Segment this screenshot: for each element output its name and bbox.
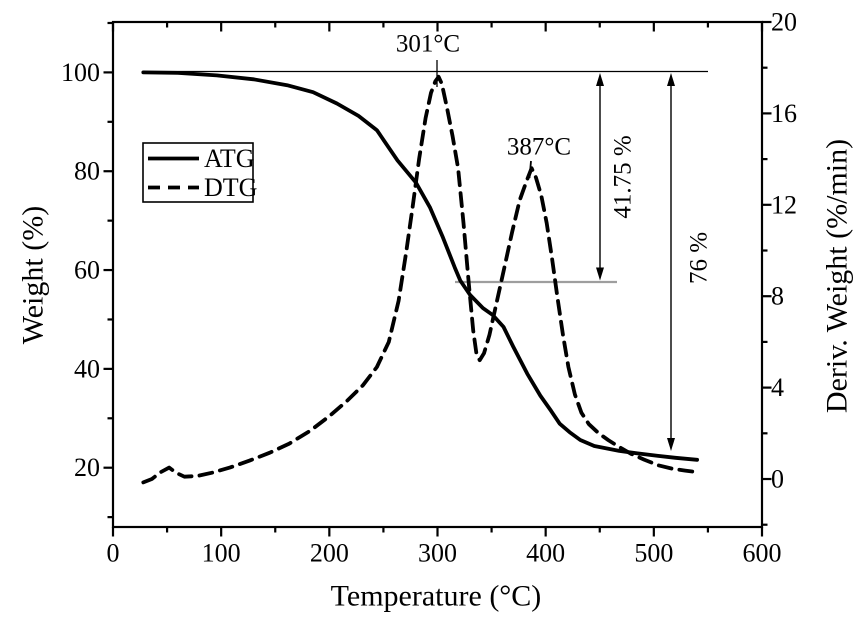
- arrowhead-up-icon: [667, 73, 675, 86]
- arrowhead-down-icon: [596, 267, 604, 281]
- x-tick-label: 100: [202, 539, 241, 568]
- axes-layer: 0 100 200 300 400 500 600 20 40 60 80 100 0 4 8 12 16 20: [61, 8, 797, 568]
- y-left-tick-label: 60: [74, 256, 100, 285]
- atg-curve: [141, 70, 699, 462]
- dtg-curve: [141, 74, 699, 485]
- legend-atg-label: ATG: [204, 144, 255, 173]
- y-right-tick-label: 4: [771, 373, 784, 402]
- loss-arrows-layer: [596, 73, 675, 451]
- arrowhead-up-icon: [596, 73, 604, 86]
- x-tick-label: 300: [418, 539, 457, 568]
- weight-loss2-label: 76 %: [686, 232, 713, 284]
- y-right-axis-title: Deriv. Weight (%/min): [821, 139, 854, 413]
- y-left-axis-title: Weight (%): [17, 206, 50, 344]
- y-right-tick-label: 8: [771, 282, 784, 311]
- arrowhead-down-icon: [667, 438, 675, 451]
- x-tick-label: 400: [526, 539, 565, 568]
- x-tick-label: 600: [743, 539, 782, 568]
- y-left-tick-label: 80: [74, 157, 100, 186]
- x-tick-label: 200: [310, 539, 349, 568]
- legend-box: [142, 142, 254, 203]
- weight-loss1-label: 41.75 %: [610, 135, 637, 218]
- y-right-tick-label: 0: [771, 465, 784, 494]
- y-left-tick-label: 100: [61, 58, 100, 87]
- y-left-tick-label: 20: [74, 453, 100, 482]
- y-right-tick-label: 12: [771, 190, 797, 219]
- y-left-tick-label: 40: [74, 354, 100, 383]
- y-right-tick-label: 16: [771, 99, 797, 128]
- y-right-tick-label: 20: [771, 8, 797, 37]
- x-tick-label: 500: [634, 539, 673, 568]
- peak2-label: 387°C: [507, 134, 571, 161]
- legend: ATG DTG: [142, 142, 257, 203]
- x-tick-label: 0: [107, 539, 120, 568]
- legend-dtg-label: DTG: [204, 173, 257, 202]
- x-axis-title: Temperature (°C): [331, 580, 542, 613]
- plot-border: [111, 20, 764, 529]
- curves-layer: [141, 70, 699, 485]
- peak1-label: 301°C: [396, 31, 460, 58]
